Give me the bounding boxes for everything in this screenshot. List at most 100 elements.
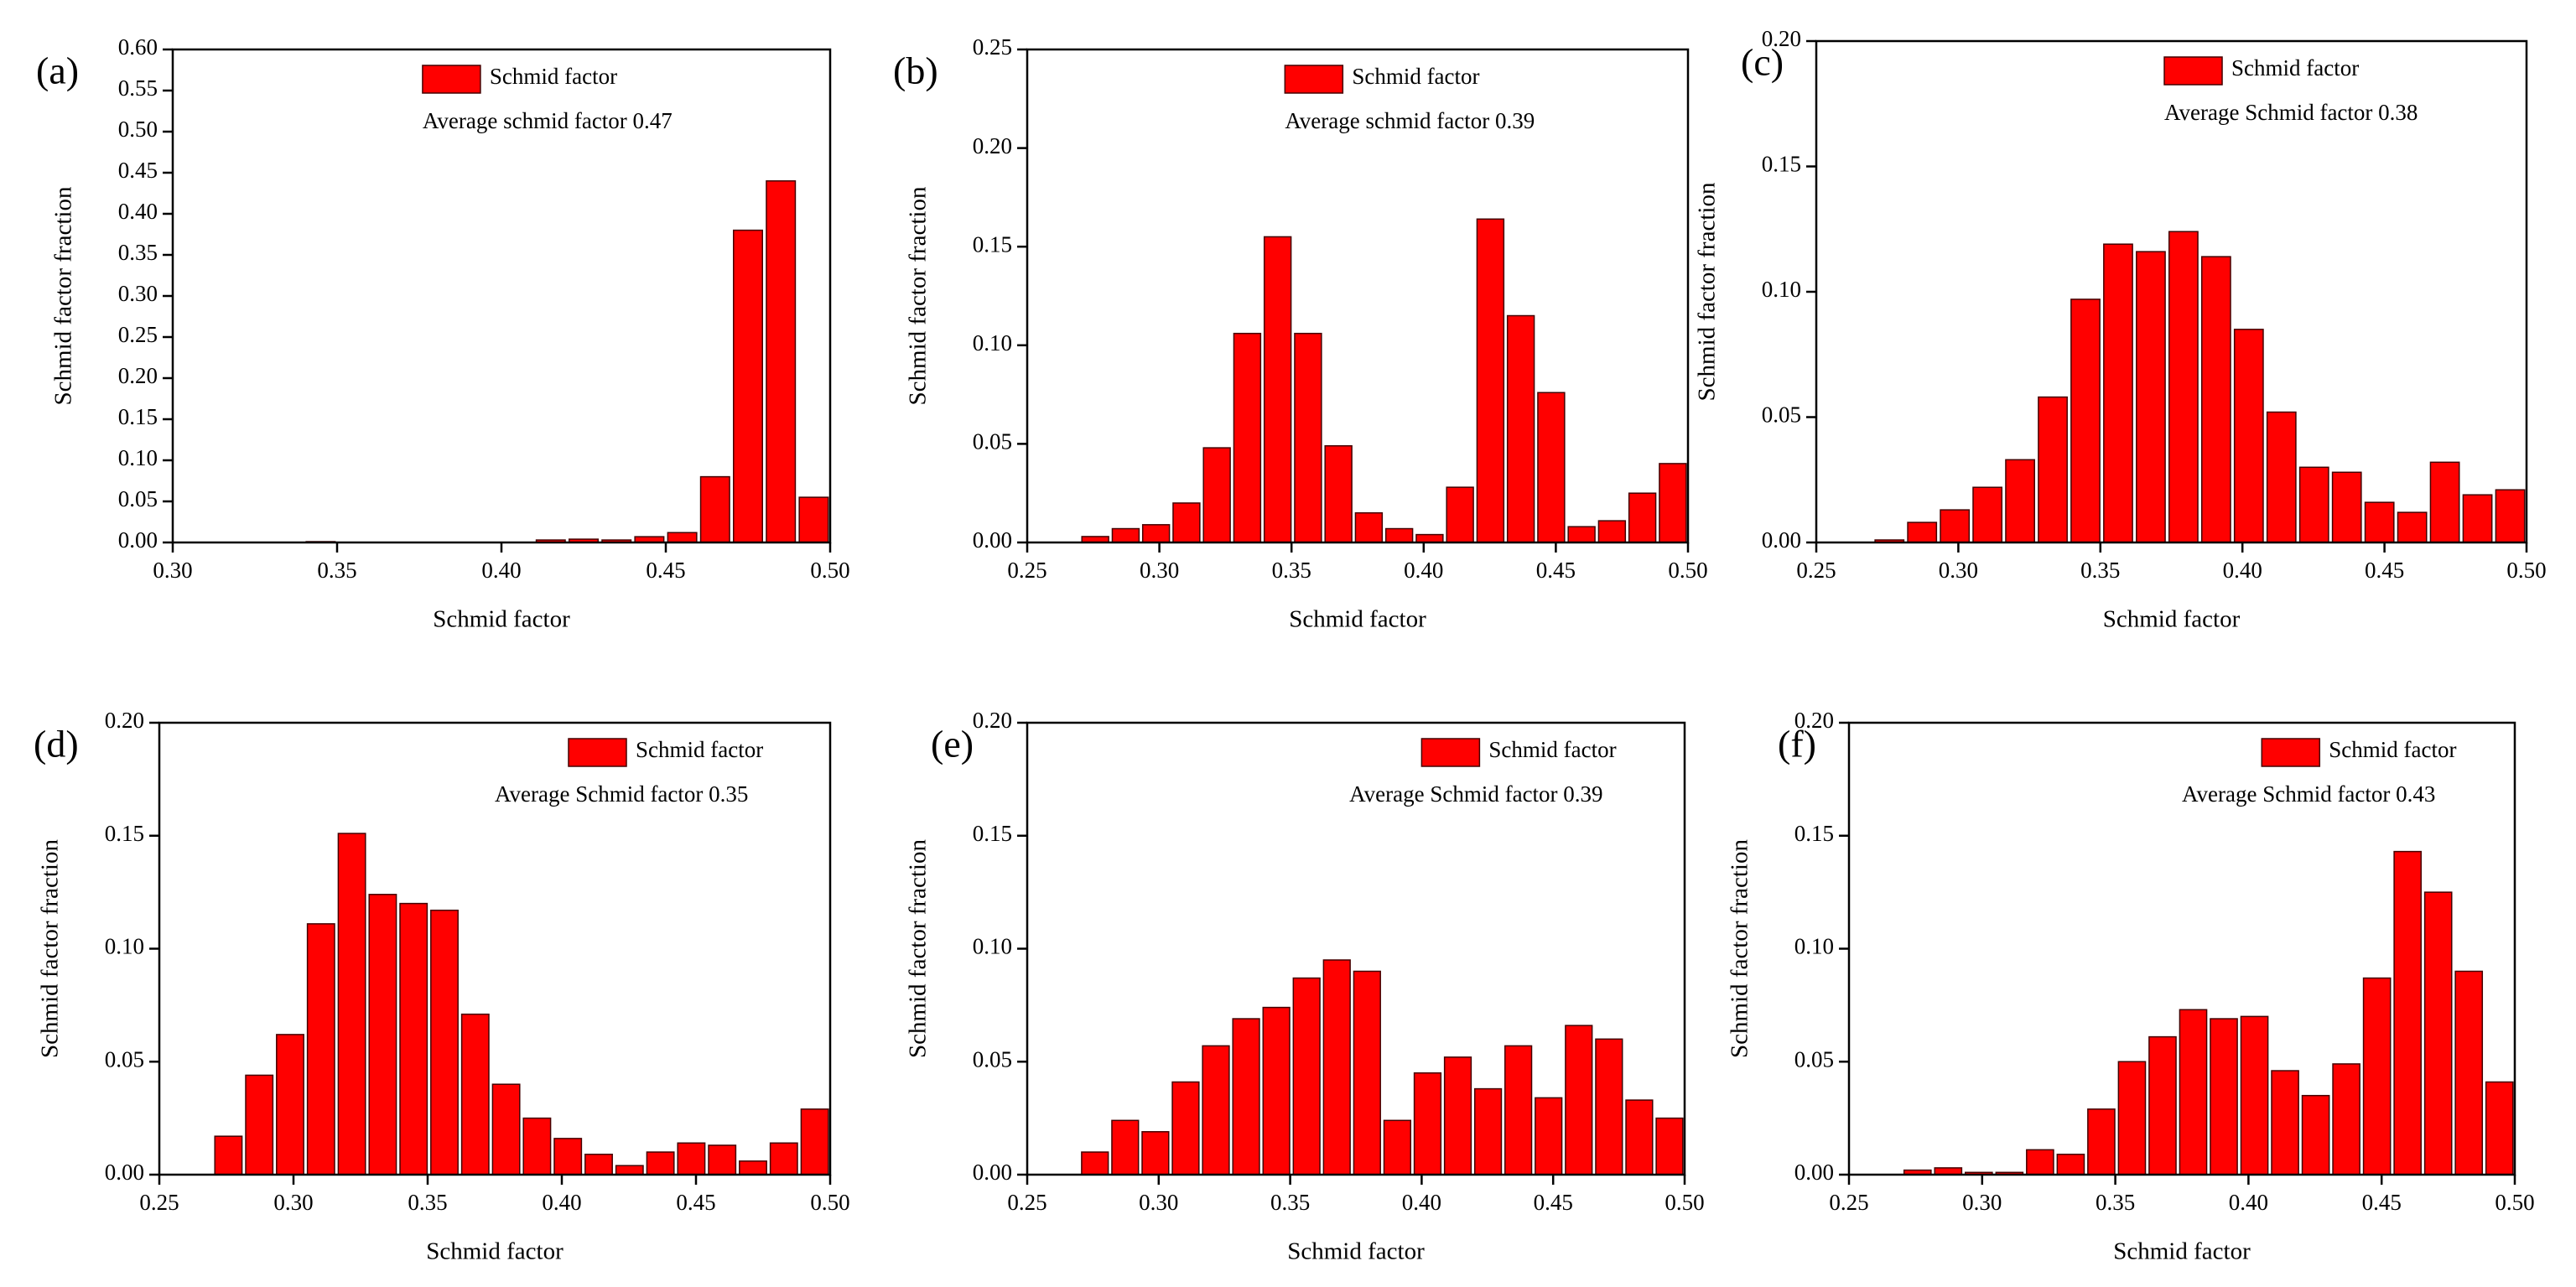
bar bbox=[2485, 1081, 2514, 1175]
x-tick-label: 0.45 bbox=[646, 558, 685, 583]
bar bbox=[2117, 1061, 2147, 1175]
bar bbox=[1233, 332, 1262, 543]
bar bbox=[1565, 1025, 1593, 1175]
y-tick-label: 0.05 bbox=[973, 429, 1012, 454]
bar bbox=[2362, 977, 2392, 1175]
panel-label: (d) bbox=[34, 723, 79, 765]
bar bbox=[2495, 489, 2526, 543]
x-tick-label: 0.35 bbox=[1270, 1190, 1310, 1215]
bar bbox=[1413, 1072, 1442, 1175]
legend-swatch bbox=[1420, 738, 1481, 767]
x-tick-label: 0.35 bbox=[2096, 1190, 2135, 1215]
bar bbox=[1415, 533, 1444, 543]
x-tick-label: 0.30 bbox=[1939, 558, 1978, 583]
bar bbox=[1907, 522, 1938, 543]
y-tick-label: 0.00 bbox=[973, 1160, 1012, 1185]
bar bbox=[2026, 1149, 2054, 1175]
bar bbox=[1353, 970, 1381, 1175]
x-tick-label: 0.30 bbox=[1140, 558, 1179, 583]
bar bbox=[2168, 231, 2199, 543]
bar bbox=[1567, 526, 1596, 543]
y-tick-label: 0.25 bbox=[118, 322, 158, 347]
bar bbox=[214, 1135, 243, 1175]
bar bbox=[2397, 511, 2428, 543]
x-tick-label: 0.35 bbox=[1272, 558, 1311, 583]
bar bbox=[2005, 459, 2035, 543]
bar bbox=[1322, 959, 1351, 1175]
bar bbox=[1628, 492, 1657, 543]
bar bbox=[1202, 1045, 1230, 1175]
bar bbox=[1141, 1131, 1170, 1175]
y-tick-label: 0.20 bbox=[1762, 26, 1801, 51]
bar bbox=[2462, 494, 2493, 543]
bar bbox=[1504, 1045, 1533, 1175]
y-tick-label: 0.55 bbox=[118, 75, 158, 101]
legend-label: Schmid factor bbox=[490, 64, 617, 89]
y-axis-label: Schmid factor fraction bbox=[905, 839, 932, 1058]
y-tick-label: 0.10 bbox=[973, 934, 1012, 959]
bar bbox=[1940, 509, 1971, 543]
panel-label: (f) bbox=[1778, 723, 1816, 765]
legend-label: Schmid factor bbox=[1352, 64, 1479, 89]
bar bbox=[2136, 251, 2166, 543]
bar bbox=[245, 1074, 274, 1175]
bar bbox=[708, 1144, 737, 1175]
y-tick-label: 0.15 bbox=[105, 821, 144, 846]
x-tick-label: 0.45 bbox=[1534, 1190, 1573, 1215]
y-tick-label: 0.15 bbox=[118, 404, 158, 429]
bar bbox=[2087, 1108, 2116, 1175]
x-tick-label: 0.50 bbox=[810, 558, 849, 583]
bar bbox=[522, 1117, 552, 1175]
bar bbox=[2200, 256, 2231, 543]
y-tick-label: 0.30 bbox=[118, 281, 158, 306]
annotation: Average Schmid factor 0.38 bbox=[2164, 100, 2418, 125]
legend-label: Schmid factor bbox=[2329, 737, 2456, 762]
bar bbox=[800, 1108, 829, 1175]
annotation: Average Schmid factor 0.39 bbox=[1349, 781, 1602, 807]
x-tick-label: 0.50 bbox=[810, 1190, 849, 1215]
legend-swatch bbox=[2163, 56, 2223, 86]
x-tick-label: 0.40 bbox=[1404, 558, 1443, 583]
bar bbox=[276, 1034, 304, 1175]
x-tick-label: 0.50 bbox=[2506, 558, 2546, 583]
bar bbox=[1506, 314, 1535, 543]
bar bbox=[399, 902, 428, 1175]
y-tick-label: 0.00 bbox=[105, 1160, 144, 1185]
annotation: Average schmid factor 0.47 bbox=[423, 108, 673, 133]
bar bbox=[798, 496, 829, 543]
y-tick-label: 0.20 bbox=[118, 363, 158, 388]
x-tick-label: 0.25 bbox=[1007, 1190, 1046, 1215]
x-axis-label: Schmid factor bbox=[426, 1238, 564, 1265]
x-tick-label: 0.30 bbox=[1139, 1190, 1178, 1215]
y-tick-label: 0.10 bbox=[1794, 934, 1834, 959]
bar bbox=[615, 1165, 644, 1175]
x-tick-label: 0.30 bbox=[153, 558, 192, 583]
y-axis-label: Schmid factor fraction bbox=[37, 839, 64, 1058]
y-tick-label: 0.10 bbox=[1762, 277, 1801, 302]
bar bbox=[2240, 1015, 2269, 1175]
panel-label: (c) bbox=[1741, 41, 1784, 84]
bar bbox=[2331, 471, 2362, 543]
legend-label: Schmid factor bbox=[636, 737, 763, 762]
bar bbox=[2271, 1070, 2299, 1175]
bar bbox=[646, 1151, 675, 1175]
bar bbox=[306, 923, 335, 1175]
x-tick-label: 0.35 bbox=[2080, 558, 2120, 583]
bar bbox=[667, 532, 698, 543]
x-tick-label: 0.40 bbox=[2223, 558, 2262, 583]
legend-swatch bbox=[568, 738, 627, 767]
y-tick-label: 0.10 bbox=[118, 445, 158, 470]
y-tick-label: 0.05 bbox=[973, 1046, 1012, 1072]
bar bbox=[1262, 1006, 1291, 1175]
x-tick-label: 0.40 bbox=[481, 558, 521, 583]
y-tick-label: 0.20 bbox=[973, 133, 1012, 158]
bar bbox=[1172, 502, 1201, 543]
bar bbox=[1446, 486, 1474, 543]
legend-swatch bbox=[422, 65, 481, 94]
legend-label: Schmid factor bbox=[2231, 55, 2359, 80]
annotation: Average Schmid factor 0.35 bbox=[495, 781, 748, 807]
bar bbox=[2298, 466, 2329, 543]
y-tick-label: 0.05 bbox=[1794, 1046, 1834, 1072]
bar bbox=[1232, 1018, 1260, 1175]
